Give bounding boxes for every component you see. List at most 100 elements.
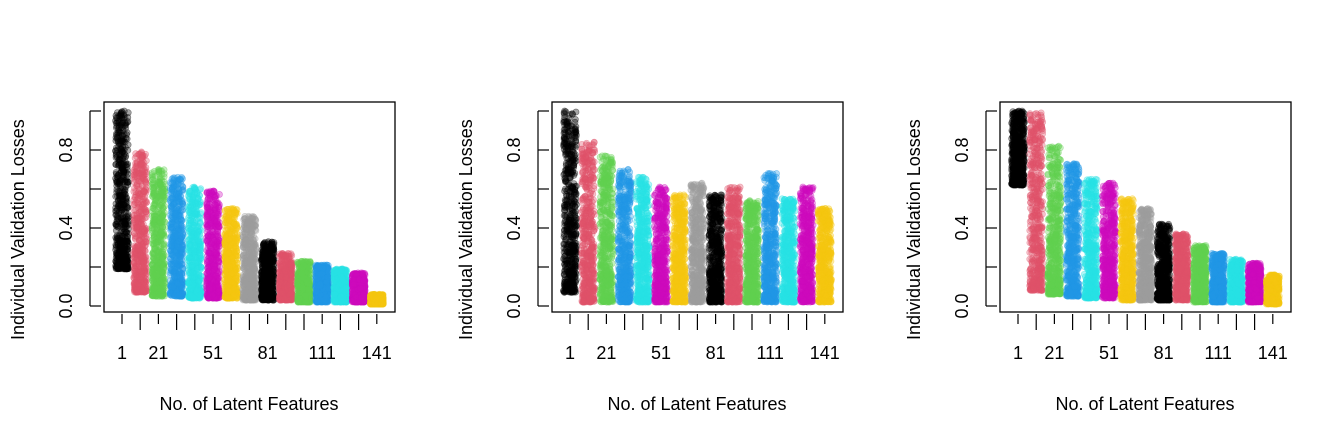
data-point xyxy=(119,252,127,260)
data-point xyxy=(115,208,123,216)
data-point xyxy=(112,174,119,182)
data-point xyxy=(122,251,130,259)
data-point xyxy=(114,197,122,205)
data-point xyxy=(122,265,130,273)
data-point xyxy=(252,216,259,223)
data-point xyxy=(193,222,201,230)
data-point xyxy=(137,267,145,275)
data-point xyxy=(115,249,123,257)
data-point xyxy=(186,254,193,261)
data-point xyxy=(124,265,132,273)
data-point xyxy=(115,119,123,127)
data-point xyxy=(113,237,121,245)
data-point xyxy=(123,178,130,186)
series-group-81 xyxy=(257,238,278,304)
data-point xyxy=(113,131,121,139)
data-point xyxy=(119,254,127,261)
data-point xyxy=(195,276,203,284)
data-point xyxy=(120,152,128,160)
data-point xyxy=(120,205,128,212)
data-point xyxy=(112,257,120,265)
data-point xyxy=(185,187,193,195)
data-point xyxy=(197,240,205,248)
data-point xyxy=(125,239,132,247)
data-point xyxy=(115,264,123,272)
data-point xyxy=(140,195,148,203)
data-point xyxy=(121,122,129,130)
data-point xyxy=(117,191,124,199)
data-point xyxy=(115,122,123,130)
data-point xyxy=(114,146,121,154)
data-point xyxy=(122,220,130,228)
data-point xyxy=(117,129,125,137)
data-point xyxy=(179,264,187,272)
data-point xyxy=(120,138,128,145)
data-point xyxy=(123,194,131,202)
data-point xyxy=(113,234,121,242)
data-point xyxy=(139,168,146,175)
data-point xyxy=(121,177,129,184)
data-point xyxy=(120,168,128,176)
data-point xyxy=(215,240,223,248)
data-point xyxy=(124,225,132,233)
data-point xyxy=(246,296,254,304)
data-point xyxy=(117,139,125,147)
data-point xyxy=(123,255,131,263)
data-point xyxy=(115,263,122,270)
data-point xyxy=(122,196,130,203)
data-point xyxy=(112,170,120,178)
data-point xyxy=(120,174,127,181)
data-point xyxy=(124,246,132,253)
data-point xyxy=(239,239,247,246)
data-point xyxy=(118,137,126,145)
data-point xyxy=(263,273,271,281)
data-point xyxy=(123,174,131,181)
data-point xyxy=(116,264,124,271)
data-point xyxy=(121,243,129,250)
data-point xyxy=(189,201,196,209)
data-point xyxy=(212,218,220,225)
data-point xyxy=(124,253,132,261)
data-point xyxy=(113,249,121,257)
data-point xyxy=(196,291,204,299)
data-point xyxy=(121,153,129,161)
data-point xyxy=(113,263,120,271)
data-point xyxy=(114,205,121,213)
data-point xyxy=(124,257,132,265)
data-point xyxy=(114,212,122,220)
data-point xyxy=(118,198,126,206)
data-point xyxy=(120,208,128,216)
data-point xyxy=(118,194,125,202)
data-point xyxy=(156,292,164,300)
data-point xyxy=(112,221,120,228)
data-point xyxy=(139,225,147,233)
data-point xyxy=(215,288,222,296)
data-point xyxy=(114,240,122,248)
data-point xyxy=(122,158,130,166)
data-point xyxy=(267,258,274,266)
data-point xyxy=(113,217,121,225)
data-point xyxy=(228,270,236,277)
data-point xyxy=(211,193,219,201)
data-point xyxy=(115,112,123,119)
series-group-41 xyxy=(184,183,205,302)
data-point xyxy=(119,160,127,168)
data-point xyxy=(121,138,129,146)
data-point xyxy=(117,241,125,249)
data-point xyxy=(190,294,198,302)
data-point xyxy=(120,265,127,273)
data-point xyxy=(124,141,132,149)
data-point xyxy=(121,178,129,186)
data-point xyxy=(192,259,200,267)
data-point xyxy=(185,216,192,224)
data-point xyxy=(121,250,129,258)
data-point xyxy=(119,131,126,139)
data-point xyxy=(167,199,175,207)
data-point xyxy=(113,144,120,152)
series-group-1 xyxy=(112,107,132,273)
data-point xyxy=(123,135,131,143)
data-point xyxy=(120,107,128,115)
data-point xyxy=(242,288,250,295)
data-point xyxy=(115,265,122,272)
data-point xyxy=(113,259,121,267)
